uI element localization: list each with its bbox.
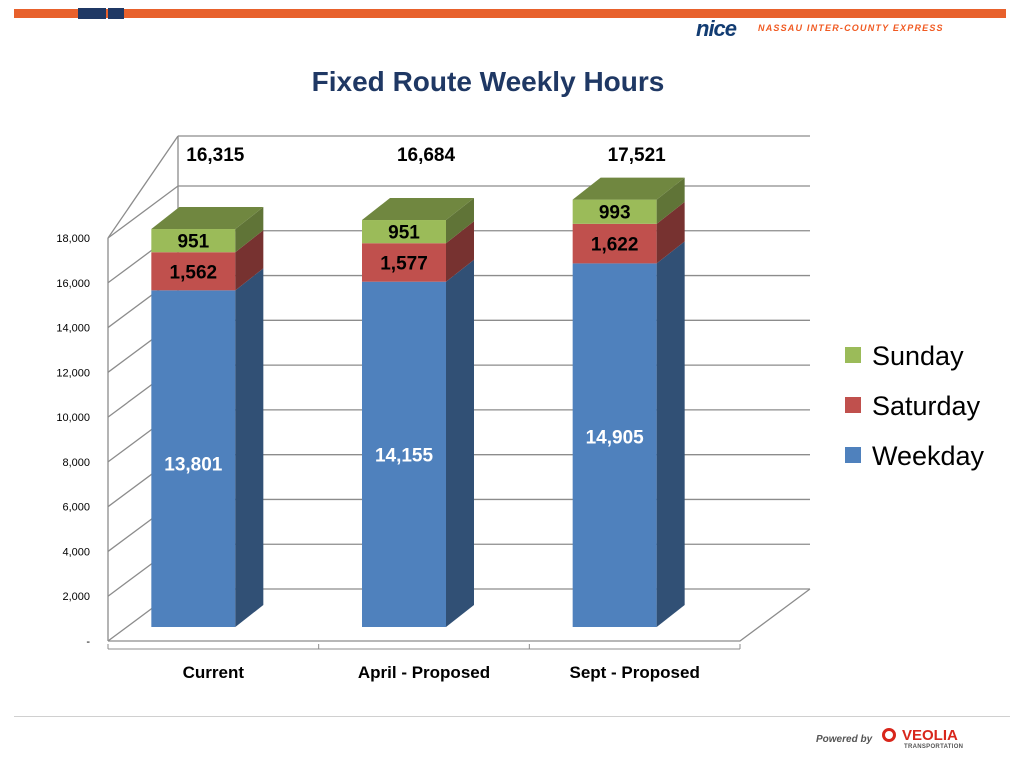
bar-saturday-side	[446, 221, 474, 282]
header-stripe-cut-2	[108, 8, 124, 19]
bar-sunday-side	[446, 198, 474, 244]
bar-weekday-front	[362, 281, 446, 627]
y-tick-label: -	[86, 636, 90, 648]
stacked-bar-chart: - 2,000 4,000 6,000 8,000 10,000 12,000 14,000 1…	[56, 135, 985, 682]
legend-swatch-weekday	[845, 447, 861, 463]
y-tick-label: 12,000	[56, 367, 90, 379]
partner-name: VEOLIA	[902, 727, 958, 744]
partner-subtitle: TRANSPORTATION	[904, 744, 964, 750]
data-label-weekday: 14,905	[586, 427, 645, 448]
footer-divider	[14, 716, 1010, 717]
y-tick-label: 16,000	[56, 278, 90, 290]
bar-weekday-front	[151, 290, 236, 627]
legend-swatch-saturday	[845, 397, 861, 413]
bar-sunday-side	[656, 177, 685, 224]
header-stripe	[14, 8, 1006, 19]
bar-sunday-front	[151, 229, 236, 253]
header-stripe-cut-1	[78, 8, 106, 19]
brand-name: NASSAU INTER-COUNTY EXPRESS	[758, 23, 944, 33]
bar-sunday-side	[235, 207, 264, 253]
y-tick-label: 14,000	[56, 323, 90, 335]
veolia-logo-icon	[882, 728, 896, 742]
bar-weekday-side	[235, 268, 264, 627]
bar-sunday-front	[572, 199, 657, 224]
side-wall-line	[107, 185, 179, 239]
x-tick-label: Sept - Proposed	[569, 663, 699, 682]
data-label-weekday: 13,801	[164, 454, 223, 475]
header-stripe-bar	[14, 9, 1006, 18]
bar-sunday-top	[572, 177, 685, 200]
y-tick-label: 10,000	[56, 412, 90, 424]
data-label-weekday: 14,155	[375, 446, 434, 467]
bar-weekday-side	[446, 259, 474, 627]
y-tick-label: 2,000	[62, 591, 90, 603]
total-label: 16,684	[397, 145, 456, 166]
bar-saturday-front	[151, 252, 236, 291]
legend-label-weekday: Weekday	[872, 441, 985, 471]
legend-label-saturday: Saturday	[872, 391, 981, 421]
wall-edge	[107, 135, 179, 239]
bar-saturday-front	[572, 223, 657, 264]
data-label-sunday: 951	[177, 232, 209, 253]
y-tick-label: 8,000	[62, 457, 90, 469]
total-label: 17,521	[608, 145, 667, 166]
bar-saturday-front	[362, 243, 446, 282]
y-tick-label: 6,000	[62, 502, 90, 514]
x-tick-label: April - Proposed	[358, 663, 490, 682]
data-label-sunday: 993	[599, 203, 631, 224]
data-label-sunday: 951	[388, 223, 420, 244]
data-label-saturday: 1,622	[591, 235, 639, 256]
data-label-saturday: 1,577	[380, 253, 428, 274]
x-tick-label: Current	[183, 663, 245, 682]
bar-sunday-front	[362, 220, 446, 244]
data-label-saturday: 1,562	[170, 262, 218, 283]
bar-weekday-side	[656, 241, 685, 628]
y-tick-label: 4,000	[62, 546, 90, 558]
floor-edge	[108, 588, 811, 642]
chart-title: Fixed Route Weekly Hours	[311, 66, 665, 97]
legend-swatch-sunday	[845, 347, 861, 363]
bar-sunday-top	[151, 207, 264, 230]
y-tick-label: 18,000	[56, 233, 90, 245]
powered-by-text: Powered by	[816, 734, 873, 745]
brand-logo: nice	[696, 16, 737, 41]
total-label: 16,315	[186, 145, 245, 166]
bar-saturday-side	[656, 201, 685, 264]
bar-saturday-side	[235, 230, 264, 291]
bar-sunday-top	[362, 198, 474, 221]
bar-weekday-front	[572, 263, 657, 627]
legend-label-sunday: Sunday	[872, 341, 964, 371]
